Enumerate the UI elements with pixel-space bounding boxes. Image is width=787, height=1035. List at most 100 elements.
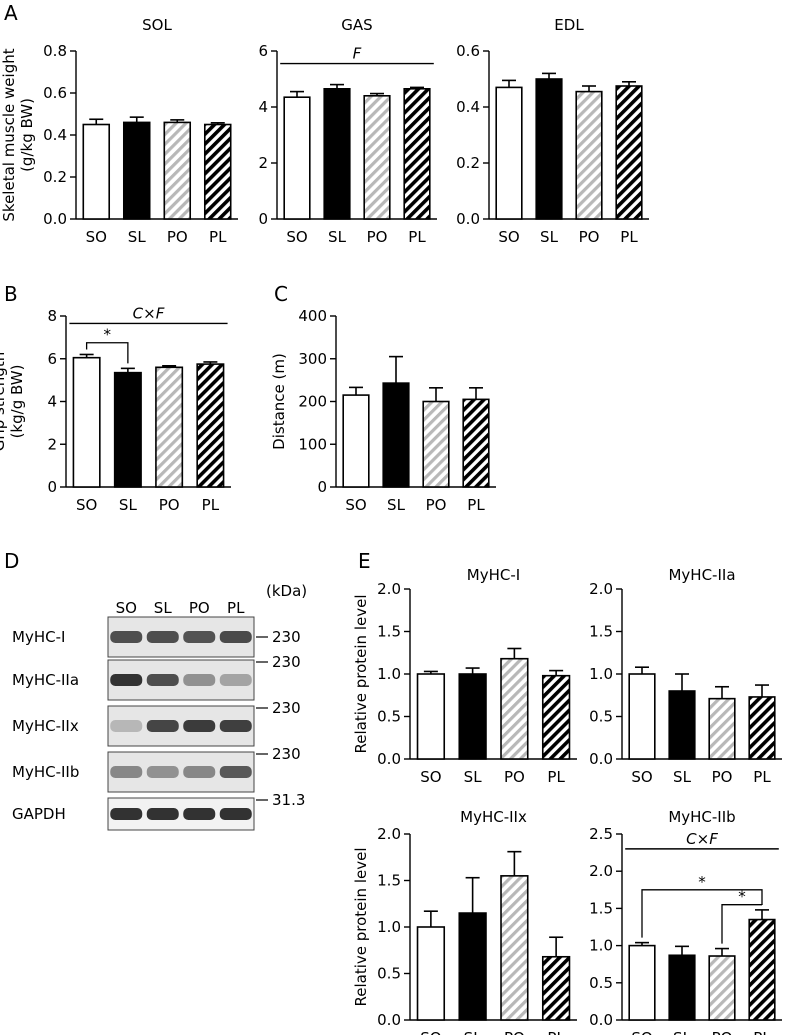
marker-label: 230 (272, 745, 301, 763)
kda-unit-label: (kDa) (266, 582, 307, 600)
x-tick-label: SL (387, 496, 406, 514)
bar-so (342, 394, 370, 488)
y-tick-label: 0 (317, 478, 327, 496)
y-tick-label: 6 (258, 42, 268, 60)
bar-pl (748, 696, 776, 760)
y-tick-label: 2.0 (589, 580, 613, 598)
x-tick-label: SO (345, 496, 366, 514)
marker-label: 230 (272, 628, 301, 646)
blot-band (183, 720, 216, 732)
panel-label-a: A (4, 1, 18, 25)
bar-sl (382, 382, 410, 488)
x-tick-label: PL (620, 228, 638, 246)
y-tick-label: 0.2 (456, 154, 480, 172)
bar-so (416, 673, 446, 760)
bar-sl (323, 88, 351, 220)
y-tick-label: 100 (298, 435, 327, 453)
blot-band (146, 674, 179, 686)
blot-row-myhc-iix: MyHC-IIx 230 (12, 699, 301, 747)
blot-row-label: MyHC-IIx (12, 717, 79, 735)
y-axis-label: Relative protein level (352, 594, 370, 753)
x-tick-label: SO (76, 496, 97, 514)
chart-b: 0 2 4 6 8 SO SL PO PL Grip strength (kg/g BW) C×F * (0, 304, 231, 514)
blot-row-myhc-iib: MyHC-IIb 230 (12, 745, 301, 793)
bar-pl (462, 398, 490, 488)
blot-band (183, 631, 216, 643)
bar-sl (668, 690, 696, 760)
chart-e1: 0.0 0.5 1.0 1.5 2.0 SO SL PO PL MyHC-I Relative pr… (352, 566, 577, 786)
chart-c: 0 100 200 300 400 SO SL PO PL Distance (m) (270, 307, 496, 514)
bar-pl (748, 918, 776, 1021)
bar-po (708, 697, 736, 760)
x-tick-label: PL (753, 768, 771, 786)
y-tick-label: 4 (47, 393, 57, 411)
bar-so (628, 944, 656, 1021)
y-tick-label: 1.5 (589, 899, 613, 917)
bar-sl (113, 371, 142, 488)
x-tick-label: PO (167, 228, 188, 246)
x-tick-label: PL (547, 768, 565, 786)
significance-label: F (353, 45, 362, 63)
chart-title: MyHC-IIb (668, 808, 735, 826)
bar-po (708, 955, 736, 1021)
bar-so (628, 673, 656, 760)
y-tick-label: 0.0 (43, 210, 67, 228)
y-tick-label: 0.6 (43, 84, 67, 102)
x-tick-label: SL (673, 1029, 692, 1035)
y-tick-label: 0.0 (589, 1011, 613, 1029)
x-tick-label: SL (673, 768, 692, 786)
chart-e2: 0.0 0.5 1.0 1.5 2.0 SO SL PO PL MyHC-IIa (589, 566, 782, 786)
blot-band (183, 766, 216, 778)
x-tick-label: PO (712, 768, 733, 786)
bar-po (500, 875, 529, 1021)
blot-band (110, 674, 143, 686)
marker-label: 230 (272, 699, 301, 717)
bar-so (72, 356, 101, 488)
x-tick-label: PO (504, 768, 525, 786)
x-tick-label: SO (631, 1029, 652, 1035)
panel-label-d: D (4, 549, 19, 573)
y-tick-label: 2 (258, 154, 268, 172)
y-tick-label: 0 (47, 478, 57, 496)
y-tick-label: 0 (258, 210, 268, 228)
blot-band (110, 766, 143, 778)
y-tick-label: 0.0 (377, 1011, 401, 1029)
x-tick-label: PL (202, 496, 220, 514)
bar-sl (458, 673, 487, 760)
y-tick-label: 0.5 (377, 965, 401, 983)
panel-label-e: E (358, 549, 371, 573)
y-tick-label: 0.6 (456, 42, 480, 60)
blot-band (110, 720, 143, 732)
y-tick-label: 2.0 (377, 580, 401, 598)
x-tick-label: PO (367, 228, 388, 246)
bar-sl (458, 912, 487, 1021)
y-tick-label: 1.0 (377, 918, 401, 936)
y-axis-label: Relative protein level (352, 847, 370, 1006)
y-tick-label: 1.0 (377, 665, 401, 683)
chart-title: MyHC-IIx (460, 808, 527, 826)
x-tick-label: PO (159, 496, 180, 514)
y-axis-label: Distance (m) (270, 353, 288, 450)
blot-row-label: MyHC-IIa (12, 671, 79, 689)
blot-band (146, 631, 179, 643)
blot-band (146, 766, 179, 778)
blot-band (146, 808, 179, 820)
blot-band (183, 674, 216, 686)
y-tick-label: 0.0 (377, 750, 401, 768)
significance-bracket (641, 889, 763, 938)
blot-band (110, 631, 143, 643)
marker-label: 230 (272, 653, 301, 671)
y-tick-label: 6 (47, 350, 57, 368)
y-tick-label: 0.4 (43, 126, 67, 144)
y-tick-label: 400 (298, 307, 327, 325)
chart-title: MyHC-I (467, 566, 520, 584)
x-tick-label: SL (540, 228, 559, 246)
bar-so (283, 96, 311, 220)
x-tick-label: SL (119, 496, 138, 514)
bar-po (155, 366, 184, 488)
y-tick-label: 8 (47, 307, 57, 325)
blot-band (110, 808, 143, 820)
chart-a1: 0.0 0.2 0.4 0.6 0.8 SO SL PO PL SOL Skeletal muscl… (0, 16, 238, 246)
bar-po (363, 95, 391, 220)
blot-band (183, 808, 216, 820)
